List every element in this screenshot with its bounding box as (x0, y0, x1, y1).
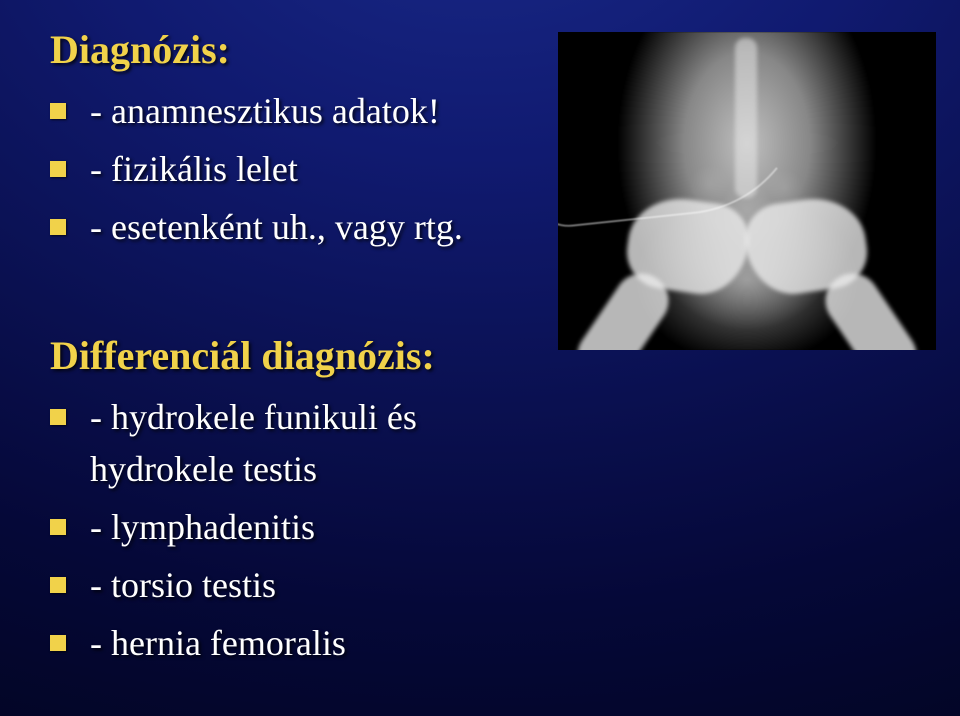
diagnosis-list: - anamnesztikus adatok! - fizikális lele… (50, 85, 530, 254)
image-column (558, 26, 936, 350)
square-bullet-icon (50, 161, 66, 177)
square-bullet-icon (50, 219, 66, 235)
bullet-text: - hernia femoralis (90, 617, 346, 669)
xray-image (558, 32, 936, 350)
slide: Diagnózis: - anamnesztikus adatok! - fiz… (0, 0, 960, 716)
bullet-text: - esetenként uh., vagy rtg. (90, 201, 463, 253)
bullet-text: - lymphadenitis (90, 501, 315, 553)
list-item: - hydrokele funikuli és hydrokele testis (50, 391, 530, 495)
section-title-diffdx: Differenciál diagnózis: (50, 332, 530, 379)
bullet-text: - fizikális lelet (90, 143, 298, 195)
list-item: - esetenként uh., vagy rtg. (50, 201, 530, 253)
list-item: - fizikális lelet (50, 143, 530, 195)
content-row: Diagnózis: - anamnesztikus adatok! - fiz… (50, 26, 920, 676)
bullet-text: - anamnesztikus adatok! (90, 85, 440, 137)
bullet-text: - hydrokele funikuli és hydrokele testis (90, 391, 530, 495)
bullet-text: - torsio testis (90, 559, 276, 611)
text-column: Diagnózis: - anamnesztikus adatok! - fiz… (50, 26, 530, 676)
square-bullet-icon (50, 519, 66, 535)
diffdx-list: - hydrokele funikuli és hydrokele testis… (50, 391, 530, 670)
list-item: - lymphadenitis (50, 501, 530, 553)
square-bullet-icon (50, 103, 66, 119)
section-title-diagnosis: Diagnózis: (50, 26, 530, 73)
list-item: - anamnesztikus adatok! (50, 85, 530, 137)
square-bullet-icon (50, 409, 66, 425)
square-bullet-icon (50, 577, 66, 593)
list-item: - torsio testis (50, 559, 530, 611)
square-bullet-icon (50, 635, 66, 651)
list-item: - hernia femoralis (50, 617, 530, 669)
